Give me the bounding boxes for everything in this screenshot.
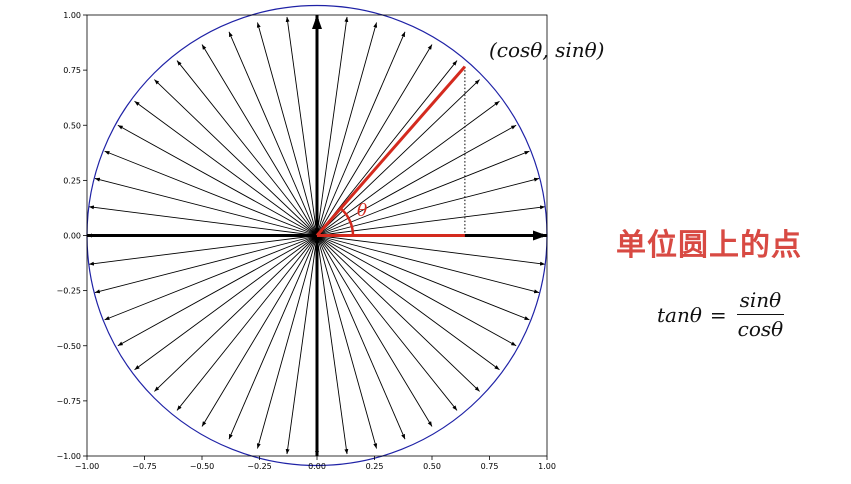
spoke-arrow	[316, 235, 406, 440]
x-tick-label: −0.50	[190, 462, 215, 471]
highlight-angle	[315, 65, 467, 237]
spoke-arrow	[316, 235, 433, 427]
spoke-arrow	[228, 31, 318, 236]
spoke-arrow	[316, 235, 349, 455]
x-tick-label: 0.00	[308, 462, 326, 471]
angle-arc	[339, 206, 355, 236]
spoke-arrow	[316, 60, 458, 236]
spoke-arrow	[201, 44, 318, 236]
spoke-arrow	[134, 235, 318, 371]
y-tick-label: −0.50	[56, 342, 81, 351]
x-tick-label: 0.75	[481, 462, 499, 471]
spoke-arrow	[316, 22, 378, 236]
spoke-arrow	[88, 205, 318, 236]
spoke-arrow	[316, 235, 546, 266]
y-tick-label: 1.00	[63, 11, 81, 20]
spoke-arrow	[117, 124, 318, 236]
y-tick-label: 0.00	[63, 232, 81, 241]
spoke-arrow	[228, 235, 318, 440]
spoke-arrow	[316, 124, 517, 236]
x-tick-label: 1.00	[538, 462, 556, 471]
spoke-arrow	[117, 235, 318, 347]
spoke-arrow	[94, 177, 318, 236]
y-tick-label: −1.00	[56, 452, 81, 461]
spoke-arrow	[316, 150, 530, 236]
x-tick-label: −0.75	[132, 462, 157, 471]
spoke-arrow	[104, 235, 318, 321]
formula-denominator: cosθ	[737, 317, 784, 341]
spoke-arrow	[176, 235, 318, 411]
spoke-arrow	[201, 235, 318, 427]
spoke-arrow	[316, 44, 433, 236]
spoke-arrow	[104, 150, 318, 236]
spoke-arrow	[316, 177, 540, 236]
x-tick-label: 0.25	[366, 462, 384, 471]
x-tick-label: −0.25	[247, 462, 272, 471]
radius-highlight	[315, 65, 467, 237]
formula-numerator: sinθ	[736, 288, 785, 315]
axis-ticks: −1.00 −0.75 −0.50 −0.25 0.00 0.25 0.50 0.75 1.00…	[56, 11, 555, 471]
spoke-arrow	[316, 235, 517, 347]
y-tick-label: 0.25	[63, 176, 81, 185]
spoke-arrow	[316, 235, 530, 321]
spoke-arrow	[285, 16, 318, 236]
x-tick-label: −1.00	[75, 462, 100, 471]
formula-lhs: tanθ	[657, 302, 702, 327]
spoke-arrow	[176, 60, 318, 236]
y-tick-label: 0.50	[63, 121, 81, 130]
theta-label: θ	[357, 201, 368, 221]
spoke-arrow	[316, 16, 349, 236]
y-tick-label: 0.75	[63, 66, 81, 75]
spoke-arrow	[256, 235, 318, 449]
spoke-arrow	[316, 205, 546, 236]
spoke-arrow	[154, 79, 318, 236]
formula-fraction: sinθ cosθ	[735, 288, 787, 341]
heading-unit-circle-points: 单位圆上的点	[616, 228, 802, 263]
spoke-arrow	[316, 235, 500, 371]
spoke-arrow	[316, 235, 378, 449]
spoke-arrow	[134, 100, 318, 236]
spoke-arrow	[316, 235, 458, 411]
spoke-arrow	[285, 235, 318, 455]
formula-equals: =	[709, 302, 727, 327]
tangent-formula: tanθ = sinθ cosθ	[657, 288, 786, 341]
spoke-arrow	[88, 235, 318, 266]
spoke-arrow	[256, 22, 318, 236]
y-tick-label: −0.75	[56, 397, 81, 406]
spoke-arrow	[316, 79, 480, 236]
spoke-arrow	[316, 235, 480, 392]
spoke-arrow	[154, 235, 318, 392]
y-tick-label: −0.25	[56, 287, 81, 296]
x-tick-label: 0.50	[423, 462, 441, 471]
spoke-arrow	[316, 100, 500, 236]
spoke-arrow	[94, 235, 318, 294]
spoke-arrow	[316, 31, 406, 236]
point-label: (cosθ, sinθ)	[489, 38, 605, 62]
spoke-arrow	[316, 235, 540, 294]
